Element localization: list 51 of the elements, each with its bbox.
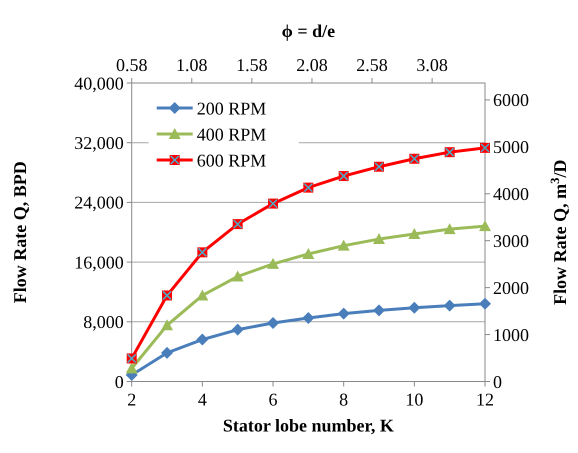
x2-tick-label: 1.58 <box>236 55 268 75</box>
point <box>196 334 208 346</box>
y-tick-label: 16,000 <box>74 252 124 272</box>
x-axis-title: Stator lobe number, K <box>222 416 394 436</box>
legend-label: 400 RPM <box>196 124 266 144</box>
x2-tick-label: 1.08 <box>176 55 208 75</box>
y-axis-title: Flow Rate Q, BPD <box>10 161 30 304</box>
x2-tick-label: 3.08 <box>416 55 448 75</box>
point <box>373 304 386 316</box>
legend-label: 600 RPM <box>196 150 266 170</box>
x-tick-label: 4 <box>198 390 207 410</box>
point <box>302 248 314 259</box>
y2-tick-label: 2000 <box>493 278 529 298</box>
x-tick-label: 2 <box>127 390 136 410</box>
point <box>408 302 420 314</box>
point <box>161 346 174 359</box>
x2-tick-label: 0.58 <box>116 55 148 75</box>
legend-label: 200 RPM <box>196 98 266 118</box>
x2-tick-label: 2.58 <box>356 55 388 75</box>
x-tick-label: 8 <box>339 390 348 410</box>
y2-tick-label: 0 <box>493 372 502 392</box>
point <box>232 270 244 282</box>
x2-axis-title: ϕ = d/e <box>282 21 336 41</box>
point <box>338 308 350 320</box>
y-tick-label: 32,000 <box>74 133 124 153</box>
point <box>232 324 244 336</box>
x2-tick-label: 2.08 <box>296 55 328 75</box>
point <box>479 220 491 232</box>
y2-tick-label: 4000 <box>493 184 529 204</box>
y-tick-label: 40,000 <box>74 73 124 94</box>
point <box>373 233 386 244</box>
y-tick-label: 0 <box>114 372 124 392</box>
point <box>161 319 174 330</box>
y2-tick-label: 6000 <box>493 90 529 110</box>
point <box>444 300 456 312</box>
point <box>126 362 138 374</box>
y2-tick-label: 1000 <box>493 324 529 345</box>
x-tick-label: 6 <box>268 390 278 410</box>
y-tick-label: 24,000 <box>74 192 124 213</box>
x-tick-label: 10 <box>405 390 424 410</box>
point <box>267 316 280 329</box>
point <box>267 258 280 269</box>
y2-tick-label: 3000 <box>493 231 529 251</box>
point <box>408 228 420 240</box>
y-tick-label: 8,000 <box>83 312 124 332</box>
point <box>444 223 456 234</box>
y2-tick-label: 5000 <box>493 137 529 158</box>
point <box>302 312 314 324</box>
point <box>338 240 350 251</box>
x-tick-label: 12 <box>476 390 494 410</box>
point <box>479 298 491 310</box>
